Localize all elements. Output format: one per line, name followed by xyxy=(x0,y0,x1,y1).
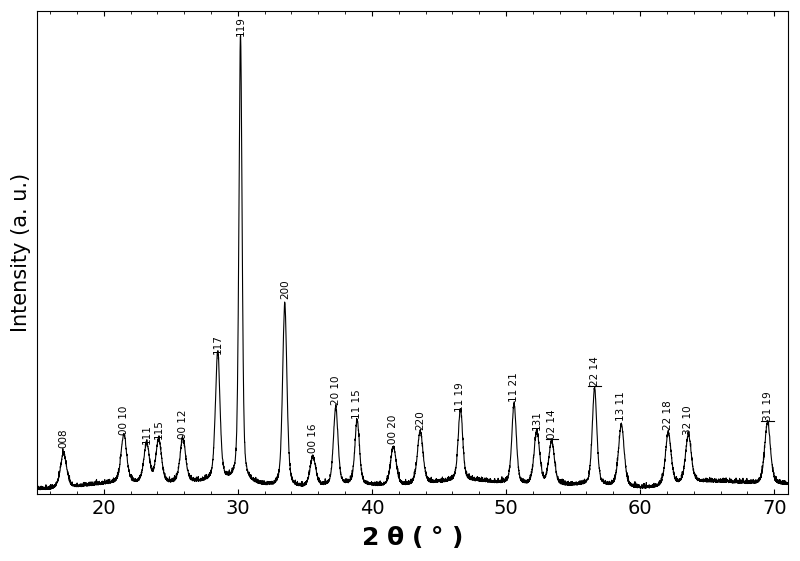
Text: 22 18: 22 18 xyxy=(663,401,674,430)
Text: 115: 115 xyxy=(154,420,164,439)
Text: 008: 008 xyxy=(58,429,69,448)
Text: 00 10: 00 10 xyxy=(119,405,129,435)
Text: 11 15: 11 15 xyxy=(352,389,362,419)
Text: 02 14: 02 14 xyxy=(546,410,557,439)
Text: 111: 111 xyxy=(142,424,152,444)
Text: 31 19: 31 19 xyxy=(762,391,773,421)
Text: 200: 200 xyxy=(280,279,290,299)
Text: 220: 220 xyxy=(415,410,426,430)
Text: 00 12: 00 12 xyxy=(178,410,188,439)
Text: 119: 119 xyxy=(235,17,246,36)
Text: 131: 131 xyxy=(532,410,542,430)
Text: 13 11: 13 11 xyxy=(616,391,626,421)
Text: 32 10: 32 10 xyxy=(683,405,694,435)
Text: 117: 117 xyxy=(213,334,222,354)
Text: 20 10: 20 10 xyxy=(330,375,341,404)
Text: 11 19: 11 19 xyxy=(455,382,466,412)
Text: 00 20: 00 20 xyxy=(388,415,398,444)
Y-axis label: Intensity (a. u.): Intensity (a. u.) xyxy=(11,173,31,332)
Text: 00 16: 00 16 xyxy=(308,424,318,453)
Text: 11 21: 11 21 xyxy=(509,373,519,402)
X-axis label: $\mathbf{2}$ $\mathbf{\theta}$ $\mathbf{(}$ $\mathbf{°}$ $\mathbf{)}$: $\mathbf{2}$ $\mathbf{\theta}$ $\mathbf{… xyxy=(362,524,463,550)
Text: 22 14: 22 14 xyxy=(590,357,599,387)
